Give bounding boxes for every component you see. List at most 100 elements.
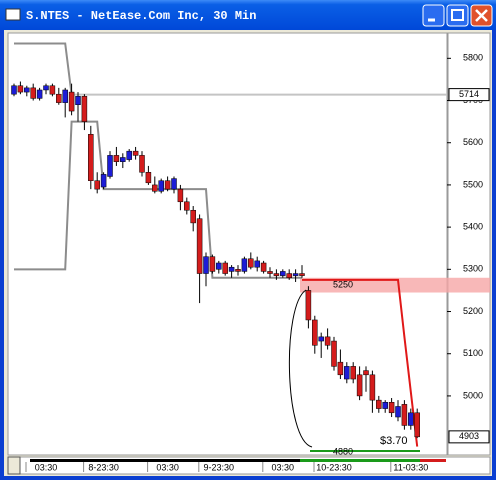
candle-body bbox=[203, 256, 209, 274]
candle-body bbox=[254, 260, 260, 268]
x-tick-label: 03:30 bbox=[156, 462, 179, 472]
candle-body bbox=[414, 412, 420, 438]
candle-body bbox=[299, 273, 305, 276]
candle-body bbox=[145, 172, 152, 184]
candle-body bbox=[248, 258, 254, 268]
candle-body bbox=[88, 134, 94, 181]
candle-body bbox=[184, 201, 190, 211]
minimize-button[interactable] bbox=[422, 4, 445, 27]
candle-body bbox=[49, 85, 56, 95]
annotation: 5250 bbox=[333, 279, 353, 289]
window-title: S.NTES - NetEase.Com Inc, 30 Min bbox=[26, 9, 256, 23]
candle-body bbox=[260, 262, 267, 272]
plot: 50005100520053005400550056005700580003:3… bbox=[11, 42, 490, 472]
session-bar bbox=[30, 459, 300, 462]
candle-body bbox=[222, 262, 228, 274]
candle-body bbox=[132, 150, 139, 156]
candle-body bbox=[267, 271, 273, 274]
candle-body bbox=[152, 184, 158, 192]
candle-body bbox=[228, 266, 235, 272]
x-tick-label: 03:30 bbox=[35, 462, 58, 472]
y-tick-label: 5300 bbox=[463, 264, 483, 274]
y-tick-label: 5500 bbox=[463, 179, 483, 189]
candle-body bbox=[312, 319, 318, 346]
candle-body bbox=[388, 402, 395, 414]
x-tick-label: 10-23:30 bbox=[316, 462, 352, 472]
candle-body bbox=[177, 188, 184, 203]
candle-body bbox=[62, 89, 68, 103]
x-tick-label: 8-23:30 bbox=[88, 462, 119, 472]
y-tick-label: 5000 bbox=[463, 390, 483, 400]
candle-body bbox=[376, 399, 382, 409]
candle-body bbox=[216, 262, 222, 270]
candle-body bbox=[337, 361, 344, 376]
candle-body bbox=[196, 218, 203, 274]
candle-body bbox=[139, 155, 145, 173]
price-axis bbox=[447, 32, 491, 456]
candle-body bbox=[363, 370, 369, 376]
candle-body bbox=[43, 85, 49, 91]
candle-body bbox=[209, 256, 216, 272]
candle-body bbox=[331, 340, 337, 367]
indicator-line bbox=[14, 42, 73, 95]
annotation: 4880 bbox=[333, 446, 353, 456]
candle-body bbox=[164, 180, 171, 190]
candle-body bbox=[36, 89, 43, 99]
candle-body bbox=[113, 155, 120, 162]
candle-body bbox=[107, 155, 113, 177]
candle-body bbox=[81, 96, 88, 122]
candle-body bbox=[273, 273, 280, 276]
candle-body bbox=[280, 271, 286, 276]
y-tick-label: 5400 bbox=[463, 221, 483, 231]
candle-body bbox=[158, 180, 164, 192]
candle-body bbox=[382, 402, 388, 409]
candle-body bbox=[395, 406, 401, 418]
annotation: $3.70 bbox=[380, 435, 408, 447]
candle-body bbox=[318, 336, 324, 342]
highlight-band bbox=[300, 277, 490, 293]
candle-body bbox=[171, 178, 177, 190]
scroll-box[interactable] bbox=[7, 456, 21, 475]
candle-body bbox=[190, 209, 196, 224]
x-tick-label: 03:30 bbox=[272, 462, 295, 472]
candle-body bbox=[100, 174, 107, 188]
indicator-line bbox=[302, 278, 419, 447]
candle-body bbox=[286, 273, 292, 279]
candle-body bbox=[292, 273, 299, 276]
close-icon bbox=[475, 9, 488, 22]
x-tick-label: 11-03:30 bbox=[393, 462, 428, 472]
candle-body bbox=[75, 96, 81, 105]
y-tick-label: 5600 bbox=[463, 137, 483, 147]
candle-body bbox=[344, 366, 350, 380]
x-tick-label: 9-23:30 bbox=[204, 462, 235, 472]
projection-arc bbox=[288, 289, 313, 448]
maximize-button[interactable] bbox=[446, 4, 469, 27]
price-box-label: 4903 bbox=[459, 431, 479, 441]
y-tick-label: 5100 bbox=[463, 348, 483, 358]
session-bar bbox=[300, 459, 420, 462]
session-bar bbox=[420, 459, 446, 462]
candle-body bbox=[24, 87, 30, 93]
candle-body bbox=[235, 269, 241, 272]
app-icon bbox=[5, 8, 21, 21]
candle-body bbox=[305, 290, 312, 321]
candle-body bbox=[356, 374, 363, 397]
y-tick-label: 5200 bbox=[463, 306, 483, 316]
candle-body bbox=[68, 91, 75, 112]
candle-body bbox=[408, 412, 414, 426]
maximize-icon bbox=[451, 9, 464, 21]
candle-body bbox=[94, 180, 100, 190]
candle-body bbox=[369, 374, 376, 401]
candle-body bbox=[56, 93, 62, 103]
candle-body bbox=[401, 404, 408, 426]
candle-body bbox=[30, 87, 36, 99]
candle-body bbox=[324, 336, 331, 346]
price-box bbox=[448, 88, 490, 102]
indicator-line bbox=[14, 120, 302, 279]
candle-body bbox=[11, 85, 17, 95]
candle-body bbox=[17, 85, 24, 93]
candle-body bbox=[241, 258, 248, 272]
y-tick-label: 5800 bbox=[463, 53, 483, 63]
title-bar bbox=[0, 0, 496, 30]
